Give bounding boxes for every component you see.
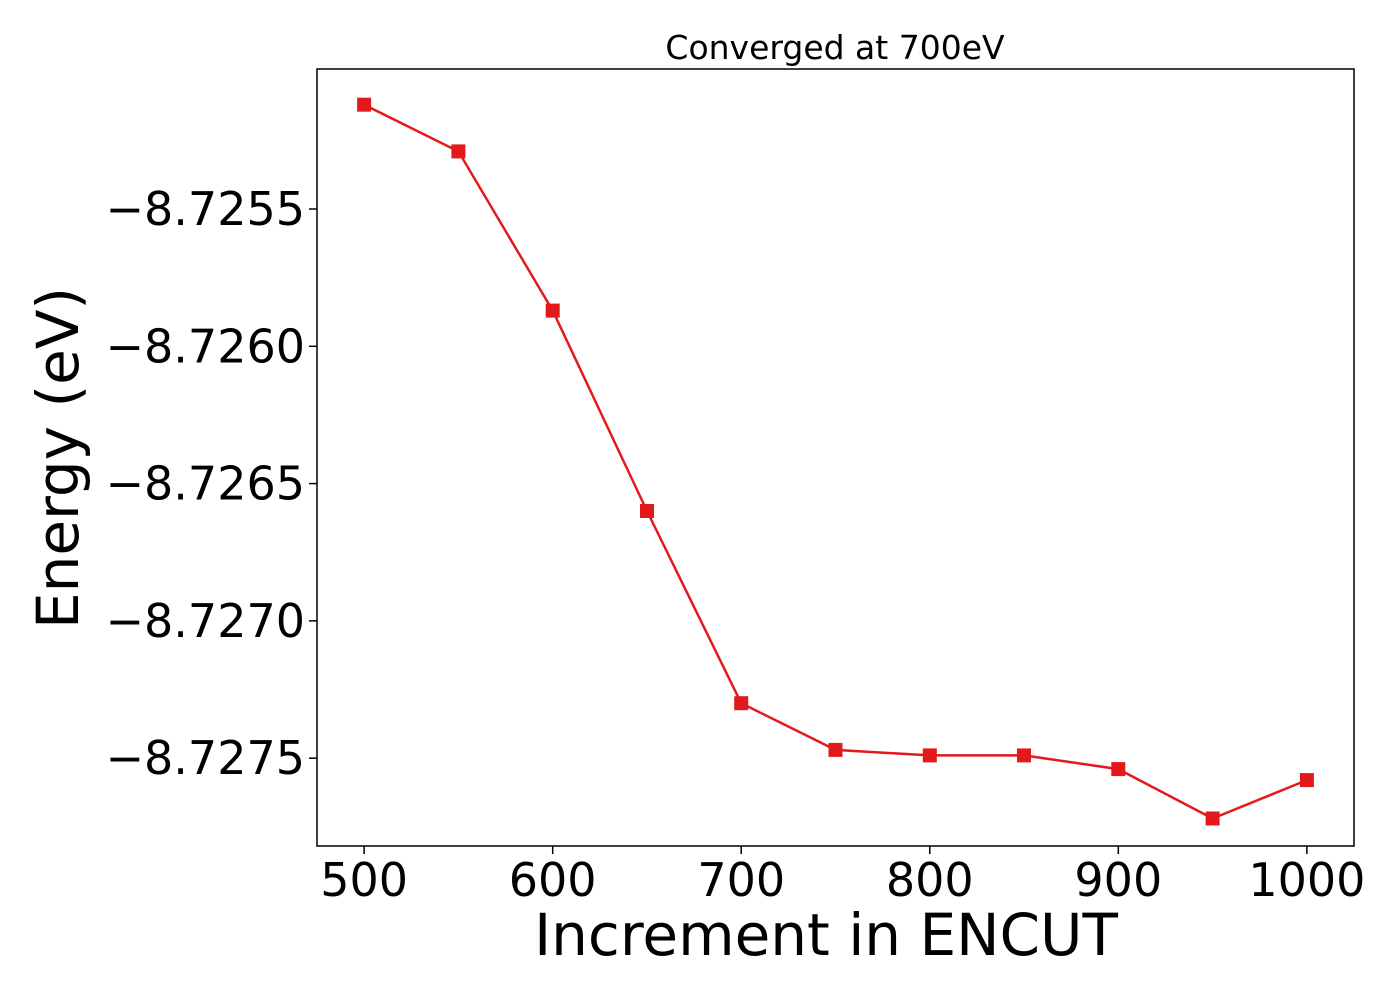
chart-title: Converged at 700eV <box>665 28 1005 67</box>
plot-area <box>357 97 1314 826</box>
x-axis-label: Increment in ENCUT <box>534 901 1118 969</box>
data-point-marker <box>1017 748 1031 763</box>
x-tick-label: 1000 <box>1248 853 1365 907</box>
y-axis: −8.7255 −8.7260 −8.7265 −8.7270 −8.7275 <box>106 182 317 785</box>
y-tick-label: −8.7260 <box>106 319 306 373</box>
x-tick-label: 800 <box>886 853 974 907</box>
data-point-marker <box>545 303 560 318</box>
plot-frame <box>316 68 1355 847</box>
y-tick-label: −8.7270 <box>106 594 306 648</box>
data-point-marker <box>357 97 372 112</box>
y-tick-label: −8.7255 <box>106 182 306 236</box>
data-point-marker <box>734 696 749 711</box>
y-axis-label: Energy (eV) <box>24 287 92 629</box>
y-tick-label: −8.7275 <box>106 731 306 785</box>
x-tick-label: 500 <box>320 853 408 907</box>
data-point-marker <box>1205 811 1220 826</box>
data-point-marker <box>1111 762 1126 777</box>
data-point-marker <box>640 504 654 518</box>
data-point-marker <box>828 742 843 757</box>
data-point-marker <box>922 748 937 763</box>
x-axis: 500 600 700 800 900 1000 <box>320 846 1365 907</box>
y-tick-label: −8.7265 <box>106 457 306 511</box>
x-tick-label: 700 <box>697 853 785 907</box>
data-point-marker <box>1299 773 1314 788</box>
data-point-marker <box>451 144 466 159</box>
x-tick-label: 600 <box>509 853 597 907</box>
x-tick-label: 900 <box>1074 853 1162 907</box>
